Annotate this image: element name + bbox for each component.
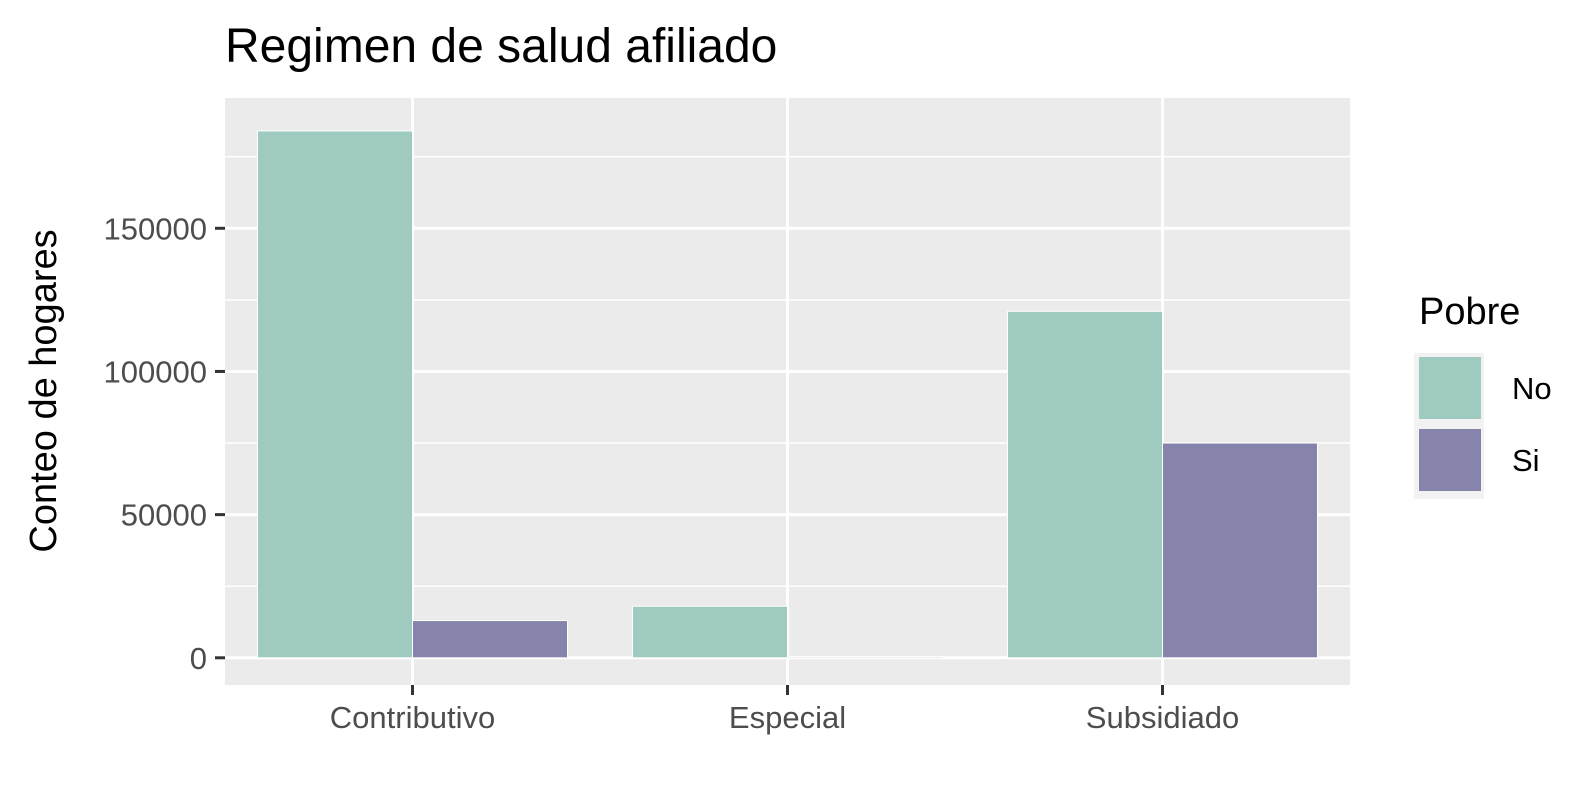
legend-label-si: Si (1512, 443, 1540, 478)
bar-contributivo-no (257, 130, 413, 659)
legend-label-no: No (1512, 371, 1552, 406)
bar-subsidiado-no (1007, 310, 1163, 659)
bar-especial-si (787, 656, 943, 659)
legend-key-no (1419, 357, 1481, 419)
y-axis: 0 50000 100000 150000 (104, 211, 225, 676)
x-tick-label: Subsidiado (1086, 700, 1239, 735)
y-tick-label: 50000 (121, 498, 207, 533)
chart-title: Regimen de salud afiliado (225, 20, 777, 73)
bars (257, 130, 1318, 659)
y-axis-label: Conteo de hogares (23, 229, 65, 552)
x-axis: Contributivo Especial Subsidiado (330, 685, 1239, 735)
y-tick-label: 150000 (104, 211, 207, 246)
y-tick-label: 100000 (104, 354, 207, 389)
x-tick-label: Contributivo (330, 700, 495, 735)
legend: Pobre No Si (1414, 291, 1552, 499)
legend-title: Pobre (1419, 291, 1520, 333)
bar-subsidiado-si (1162, 442, 1318, 659)
y-tick-label: 0 (190, 641, 207, 676)
bar-contributivo-si (412, 620, 568, 659)
legend-key-si (1419, 429, 1481, 491)
x-tick-label: Especial (729, 700, 846, 735)
legend-items: No Si (1414, 353, 1552, 499)
bar-especial-no (632, 605, 788, 659)
